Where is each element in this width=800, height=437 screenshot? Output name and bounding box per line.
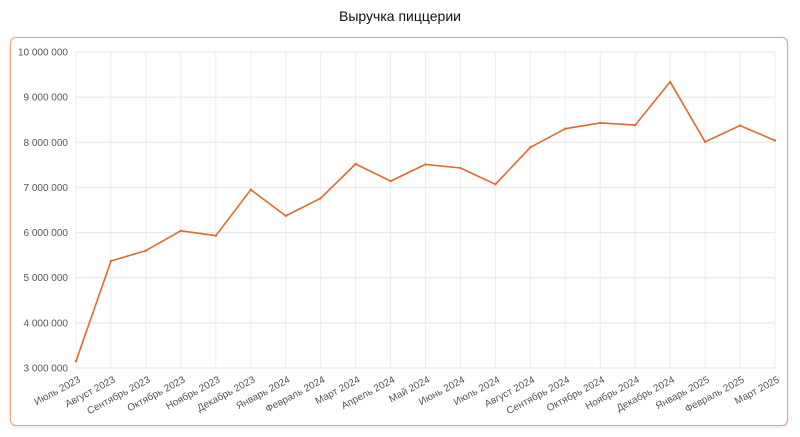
data-point[interactable] — [74, 360, 78, 363]
data-point[interactable] — [319, 197, 322, 200]
data-point[interactable] — [599, 121, 602, 125]
data-point[interactable] — [249, 188, 252, 191]
chart-card — [10, 37, 788, 426]
x-tick-label: Декабрь 2024 — [614, 374, 677, 415]
y-tick-label: 7 000 000 — [24, 183, 69, 194]
data-point[interactable] — [738, 124, 742, 127]
x-tick-label: Октябрь 2023 — [125, 374, 187, 415]
data-point[interactable] — [459, 166, 462, 170]
data-point[interactable] — [668, 80, 672, 83]
data-point[interactable] — [284, 214, 287, 218]
chart-title: Выручка пиццерии — [339, 8, 461, 24]
data-point[interactable] — [703, 140, 707, 144]
y-tick-label: 10 000 000 — [18, 48, 68, 59]
y-tick-label: 5 000 000 — [24, 273, 69, 284]
series-group — [74, 80, 777, 363]
data-point[interactable] — [494, 183, 497, 186]
x-tick-label: Октябрь 2024 — [545, 374, 607, 415]
data-point[interactable] — [144, 249, 148, 252]
y-tick-label: 9 000 000 — [24, 93, 69, 104]
y-tick-label: 6 000 000 — [24, 228, 69, 239]
grid-lines — [75, 51, 776, 369]
y-tick-label: 3 000 000 — [24, 364, 69, 375]
x-tick-label: Декабрь 2023 — [195, 374, 258, 415]
data-point[interactable] — [773, 139, 777, 142]
data-point[interactable] — [564, 127, 567, 130]
y-axis-ticks: 3 000 000 4 000 000 5 000 000 6 000 000 7 00… — [18, 48, 68, 375]
y-tick-label: 4 000 000 — [24, 318, 69, 329]
y-tick-label: 8 000 000 — [24, 138, 69, 149]
data-point[interactable] — [634, 123, 637, 127]
data-point[interactable] — [109, 259, 113, 263]
data-point[interactable] — [424, 163, 427, 166]
data-point[interactable] — [389, 179, 392, 183]
data-point[interactable] — [179, 229, 183, 232]
data-point[interactable] — [214, 234, 217, 237]
data-point[interactable] — [529, 146, 532, 149]
data-point[interactable] — [354, 162, 357, 166]
